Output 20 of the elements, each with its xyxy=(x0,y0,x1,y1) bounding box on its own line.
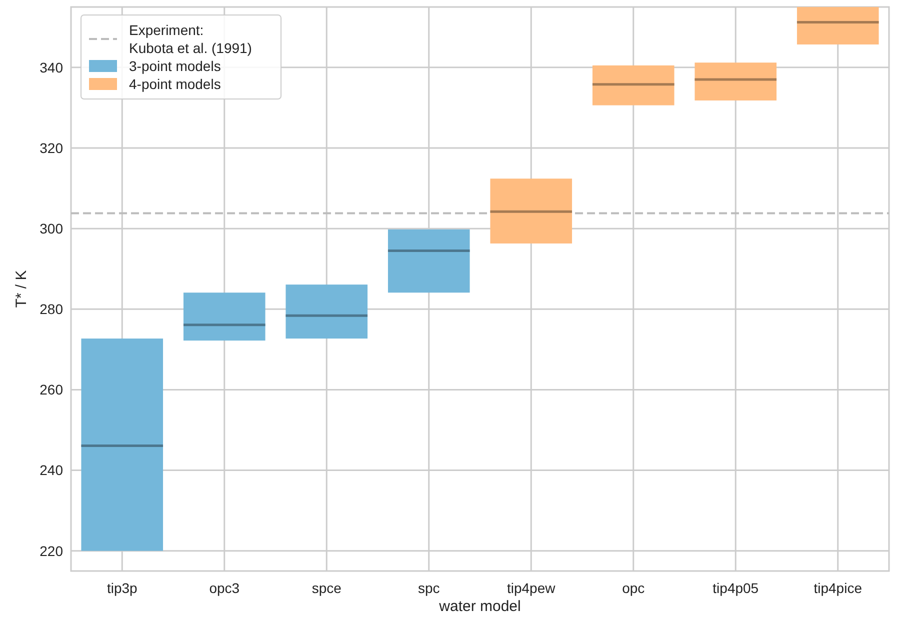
legend-label: Experiment: Kubota et al. (1991) xyxy=(129,22,252,56)
y-tick-label: 240 xyxy=(40,462,64,478)
x-tick-label: tip4p05 xyxy=(712,580,759,596)
y-axis-title: T* / K xyxy=(13,270,30,308)
y-tick-label: 320 xyxy=(40,140,64,156)
x-axis-title: water model xyxy=(438,598,521,615)
legend-label: 4-point models xyxy=(129,76,221,92)
x-tick-label: opc3 xyxy=(209,580,240,596)
x-tick-label: tip3p xyxy=(106,580,138,596)
y-tick-label: 280 xyxy=(40,301,64,318)
y-tick-label: 260 xyxy=(40,382,64,398)
x-tick-label: tip4pice xyxy=(814,580,862,596)
y-tick-label: 220 xyxy=(40,542,64,559)
x-tick-label: opc xyxy=(622,580,645,596)
legend-label: 3-point models xyxy=(129,58,221,74)
x-tick-label: spc xyxy=(418,580,440,596)
y-tick-label: 300 xyxy=(40,220,64,236)
y-tick-label: 340 xyxy=(40,59,64,76)
x-tick-label: tip4pew xyxy=(506,580,556,596)
x-tick-label: spce xyxy=(312,580,342,596)
